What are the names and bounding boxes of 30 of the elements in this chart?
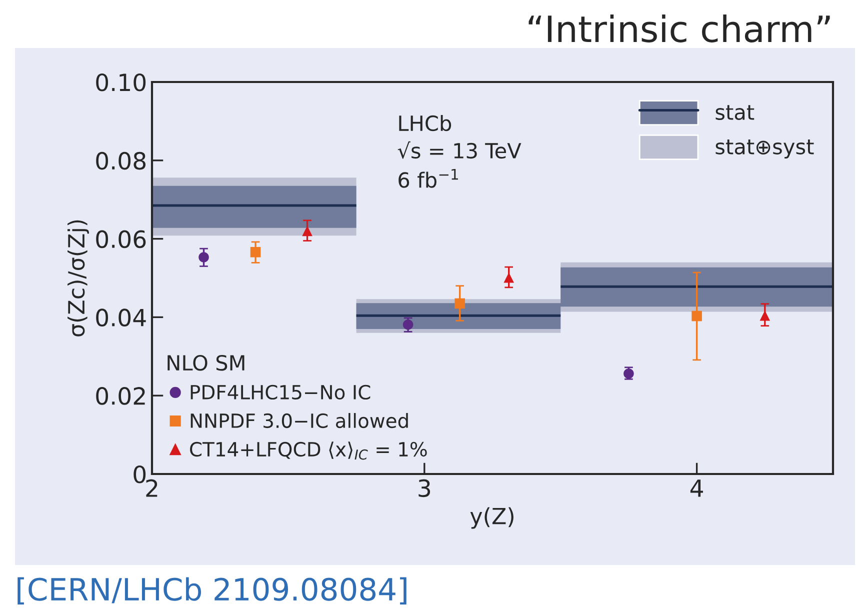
legend-title: NLO SM bbox=[168, 354, 244, 371]
x-axis-title: y(Z) bbox=[470, 507, 514, 529]
y-tick-label: 0.04 bbox=[96, 308, 146, 327]
y-tick-label: 0.06 bbox=[96, 230, 146, 248]
legend-label: NNPDF 3.0−IC allowed bbox=[190, 413, 408, 428]
point bbox=[504, 272, 514, 283]
y-tick-label: 0.08 bbox=[96, 152, 146, 170]
legend-label: stat⊕syst bbox=[716, 140, 814, 159]
text: [CERN/LHCb 2109.08084] bbox=[18, 577, 406, 604]
annotation: LHCb bbox=[399, 115, 452, 132]
legend-label: CT14+LFQCD ⟨x⟩$_{IC}$ = 1% bbox=[190, 442, 427, 460]
y-tick-label: 0 bbox=[134, 465, 146, 484]
point bbox=[760, 310, 770, 321]
x-tick-label: 3 bbox=[418, 479, 430, 498]
annotation: 6 fb$^{−1}$ bbox=[398, 168, 458, 188]
annotation: √s = 13 TeV bbox=[398, 141, 522, 159]
point bbox=[302, 226, 312, 236]
y-tick-label: 0.02 bbox=[96, 387, 145, 405]
y-tick-label: 0.10 bbox=[96, 73, 146, 92]
point bbox=[402, 320, 414, 330]
point bbox=[250, 246, 261, 258]
legend-label: PDF4LHC15−No IC bbox=[190, 384, 370, 400]
legend-label: stat bbox=[716, 105, 754, 120]
x-tick-label: 2 bbox=[146, 479, 158, 497]
point bbox=[692, 310, 702, 322]
point bbox=[454, 298, 465, 309]
chart-title: “Intrinsic charm” bbox=[528, 14, 830, 42]
point bbox=[198, 252, 209, 262]
x-tick-label: 4 bbox=[690, 480, 703, 497]
y-axis-title: σ(Zc)/σ(Zj) bbox=[68, 220, 90, 336]
